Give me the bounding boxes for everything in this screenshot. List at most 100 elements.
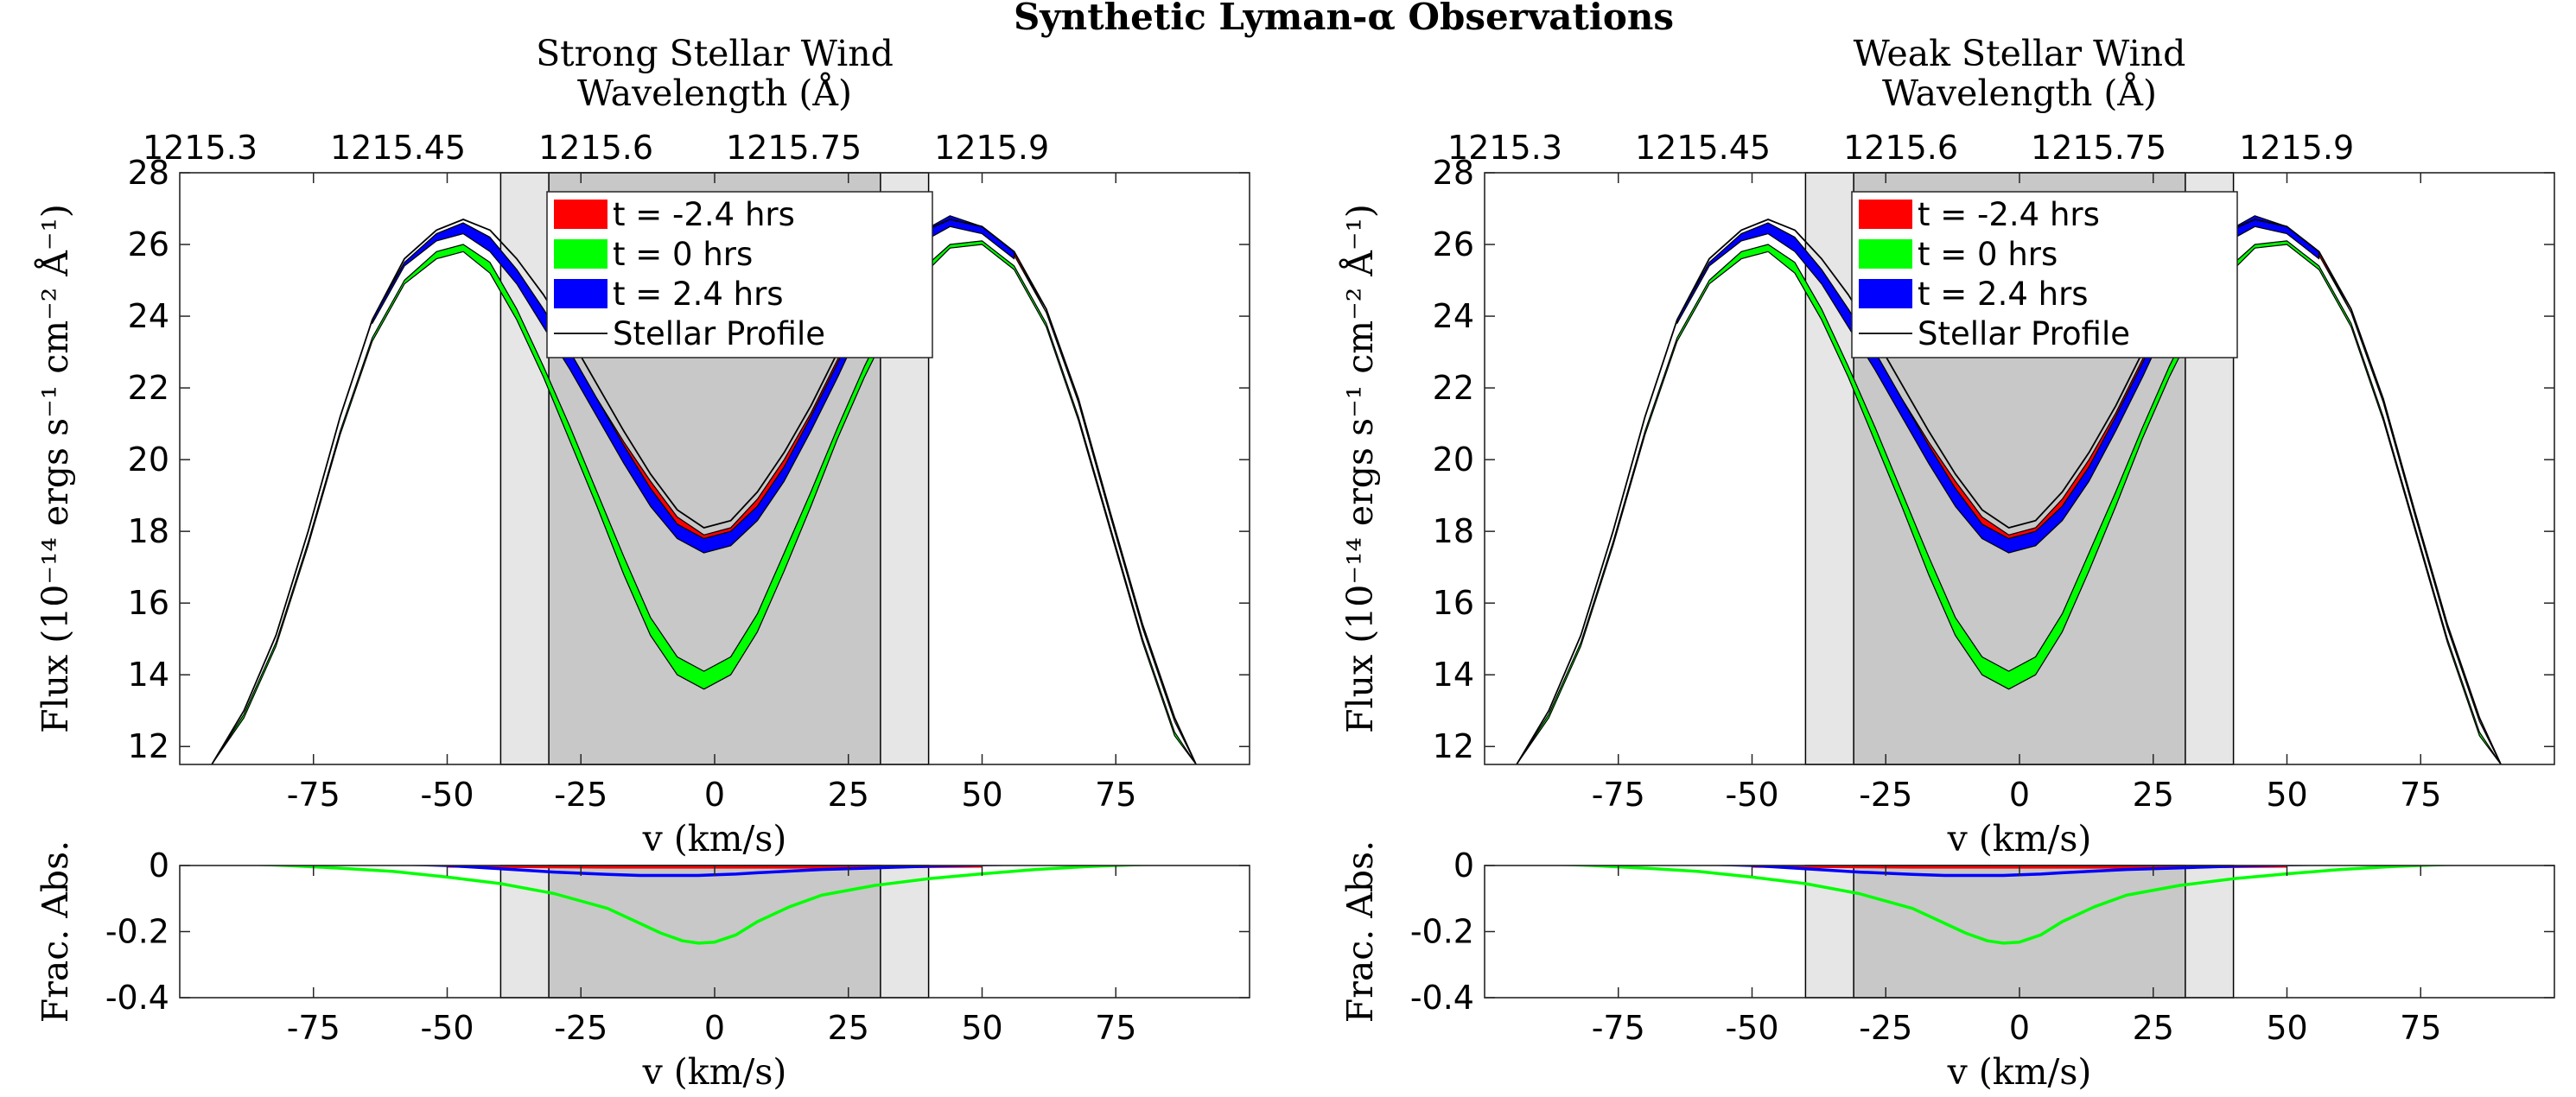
y-tick-label: 12 <box>1433 727 1474 765</box>
x-tick-label: -75 <box>1592 1009 1645 1047</box>
y-tick-label: 14 <box>128 656 169 694</box>
x-tick-label: 75 <box>2400 1009 2441 1047</box>
y-tick-label: 18 <box>128 512 169 550</box>
x-tick-label: 25 <box>2133 776 2174 814</box>
x-tick-label: 75 <box>1095 776 1136 814</box>
y-tick-label: 0 <box>1453 847 1474 885</box>
panel-title: Weak Stellar Wind <box>1854 33 2186 74</box>
inner-velocity-band <box>1853 865 2186 999</box>
x-tick-label: 25 <box>2133 1009 2174 1047</box>
inner-velocity-band <box>548 865 881 999</box>
legend-label-stellar-profile: Stellar Profile <box>613 315 825 352</box>
x-tick-label: 75 <box>2400 776 2441 814</box>
x-tick-label: 0 <box>704 776 725 814</box>
legend-swatch-t-0-hrs <box>554 239 607 269</box>
y-axis-label: Frac. Abs. <box>1339 840 1381 1023</box>
y-tick-label: 28 <box>1433 154 1474 192</box>
y-tick-label: 12 <box>128 727 169 765</box>
series-t-2-4-hrs-band <box>1676 215 2320 554</box>
x-tick-label: -50 <box>1725 1009 1778 1047</box>
x-tick-label: 50 <box>2266 776 2307 814</box>
legend-box <box>546 191 933 358</box>
legend-label-t-2-4-hrs: t = 2.4 hrs <box>613 276 784 313</box>
wavelength-tick-label: 1215.75 <box>726 129 862 167</box>
wavelength-tick-label: 1215.75 <box>2031 129 2166 167</box>
legend-label-t-2-4-hrs: t = -2.4 hrs <box>1918 196 2100 233</box>
x-tick-label: 50 <box>961 776 1002 814</box>
left-absorption-panel: -75 -50 -25 0 25 50 75 0 -0.2 -0.4 v (km/s) Frac. A… <box>35 840 1250 1093</box>
x-axis-label: v (km/s) <box>1947 1051 2092 1093</box>
wavelength-tick-label: 1215.45 <box>1635 129 1771 167</box>
y-axis-label: Flux (10⁻¹⁴ ergs s⁻¹ cm⁻² Å⁻¹) <box>34 204 76 733</box>
wavelength-tick-label: 1215.6 <box>538 129 653 167</box>
series-stellar-profile-line <box>1516 219 2502 764</box>
series-t-0-hrs-band <box>1516 240 2502 764</box>
y-axis-label: Flux (10⁻¹⁴ ergs s⁻¹ cm⁻² Å⁻¹) <box>1339 204 1381 733</box>
wavelength-tick-label: 1215.3 <box>1447 129 1562 167</box>
y-tick-label: 24 <box>1433 297 1474 335</box>
x-tick-label: 0 <box>704 1009 725 1047</box>
series-t-2-4-hrs-line <box>1702 866 2333 878</box>
series-t-2-4-hrs-line <box>398 866 1028 878</box>
y-tick-label: 20 <box>128 441 169 479</box>
legend-label-t-2-4-hrs: t = -2.4 hrs <box>613 196 795 233</box>
y-tick-label: 0 <box>149 847 169 885</box>
series-t-0-hrs-line <box>247 866 1178 945</box>
legend-swatch-t-2-4-hrs <box>1859 200 1912 229</box>
x-tick-label: 50 <box>2266 1009 2307 1047</box>
figure-title: Synthetic Lyman-α Observations <box>1014 0 1674 38</box>
y-tick-label: 18 <box>1433 512 1474 550</box>
y-tick-label: 28 <box>128 154 169 192</box>
wavelength-tick-label: 1215.9 <box>2239 129 2354 167</box>
x-tick-label: -75 <box>1592 776 1645 814</box>
right-flux-panel: -75 -50 -25 0 25 50 75 12 14 16 18 20 22 24 26 28 v (km/… <box>1339 33 2555 859</box>
y-tick-label: 14 <box>1433 656 1474 694</box>
legend-swatch-t-2-4-hrs <box>554 279 607 308</box>
x-tick-label: -25 <box>554 776 607 814</box>
legend-label-t-0-hrs: t = 0 hrs <box>613 236 753 273</box>
series-t-0-hrs-band <box>211 240 1197 764</box>
legend-label-stellar-profile: Stellar Profile <box>1918 315 2130 352</box>
legend-swatch-t-2-4-hrs <box>554 200 607 229</box>
y-tick-label: 26 <box>1433 225 1474 263</box>
y-tick-label: 26 <box>128 225 169 263</box>
series-t-2-4-hrs-band <box>372 215 1015 554</box>
y-tick-label: -0.4 <box>105 979 169 1017</box>
y-tick-label: 22 <box>128 369 169 407</box>
wavelength-tick-label: 1215.9 <box>934 129 1049 167</box>
x-tick-label: -50 <box>420 1009 474 1047</box>
y-tick-label: 22 <box>1433 369 1474 407</box>
y-tick-label: 16 <box>128 584 169 622</box>
legend-box <box>1851 191 2238 358</box>
x-axis-label: v (km/s) <box>642 818 787 859</box>
wavelength-tick-label: 1215.45 <box>330 129 466 167</box>
x-tick-label: -75 <box>287 776 340 814</box>
wavelength-tick-label: 1215.3 <box>143 129 258 167</box>
x-tick-label: -25 <box>1859 776 1912 814</box>
wavelength-axis-label: Wavelength (Å) <box>577 72 852 114</box>
y-tick-label: 24 <box>128 297 169 335</box>
x-axis-label: v (km/s) <box>1947 818 2092 859</box>
series-t-0-hrs-line <box>1552 866 2483 945</box>
x-tick-label: 0 <box>2009 1009 2030 1047</box>
x-tick-label: 50 <box>961 1009 1002 1047</box>
series-stellar-profile-line <box>211 219 1197 764</box>
x-axis-label: v (km/s) <box>642 1051 787 1093</box>
x-tick-label: -50 <box>1725 776 1778 814</box>
legend-label-t-0-hrs: t = 0 hrs <box>1918 236 2058 273</box>
x-tick-label: 0 <box>2009 776 2030 814</box>
panel-title: Strong Stellar Wind <box>536 33 894 74</box>
x-tick-label: -25 <box>554 1009 607 1047</box>
y-axis-label: Frac. Abs. <box>35 840 76 1023</box>
y-tick-label: -0.2 <box>1410 913 1474 951</box>
right-absorption-panel: -75 -50 -25 0 25 50 75 0 -0.2 -0.4 v (km/s) Frac. A… <box>1339 840 2555 1093</box>
wavelength-axis-label: Wavelength (Å) <box>1882 72 2157 114</box>
x-tick-label: -25 <box>1859 1009 1912 1047</box>
left-flux-panel: -75 -50 -25 0 25 50 75 12 14 16 18 20 22 24 26 28 v (km/… <box>34 33 1250 859</box>
legend-swatch-t-0-hrs <box>1859 239 1912 269</box>
x-tick-label: -50 <box>420 776 474 814</box>
x-tick-label: 25 <box>828 1009 869 1047</box>
